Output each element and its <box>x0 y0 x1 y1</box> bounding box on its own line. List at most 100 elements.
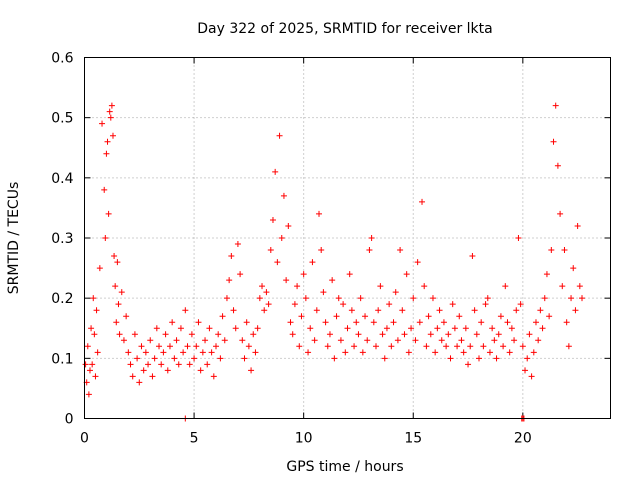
data-point <box>557 210 564 217</box>
data-point <box>259 283 266 290</box>
data-point <box>213 343 219 350</box>
data-point <box>156 343 163 350</box>
data-point <box>526 331 533 338</box>
data-point <box>482 301 489 308</box>
data-point <box>500 343 507 350</box>
data-point <box>278 235 285 241</box>
data-point <box>177 325 184 332</box>
data-point <box>318 247 325 254</box>
data-point <box>377 283 384 290</box>
data-point <box>368 235 375 241</box>
data-point <box>120 337 127 344</box>
data-point <box>419 198 426 205</box>
data-point <box>454 343 461 350</box>
y-tick-label: 0.5 <box>51 111 73 127</box>
data-point <box>291 301 298 308</box>
data-point <box>348 307 355 314</box>
data-point <box>175 361 182 368</box>
data-point <box>221 337 228 344</box>
data-point <box>432 349 439 356</box>
data-point <box>331 355 338 362</box>
data-point <box>261 307 268 314</box>
data-point <box>267 247 274 254</box>
data-point <box>285 222 292 229</box>
data-point <box>383 325 390 332</box>
data-point <box>302 295 309 302</box>
data-point <box>392 289 399 296</box>
data-point <box>532 319 539 326</box>
data-point <box>326 331 333 338</box>
data-point <box>357 295 364 302</box>
data-point <box>427 331 434 338</box>
data-point <box>287 319 294 326</box>
data-point <box>572 307 579 314</box>
tick-labels: 0 0.1 0.2 0.3 0.4 0.5 0.6 0 5 10 15 20 <box>51 51 532 447</box>
data-point <box>397 247 404 254</box>
data-point <box>403 271 410 278</box>
data-point <box>147 337 154 344</box>
data-point <box>85 391 92 398</box>
data-point <box>388 343 395 350</box>
data-point <box>423 343 430 350</box>
data-point <box>239 337 246 344</box>
y-axis-label: SRMTID / TECUs <box>6 182 22 295</box>
data-point <box>445 331 452 338</box>
data-point <box>169 319 176 326</box>
data-point <box>92 373 99 380</box>
data-point <box>497 313 504 320</box>
data-point <box>346 271 353 278</box>
data-point <box>166 343 173 350</box>
data-point <box>502 283 509 290</box>
data-point <box>484 295 491 302</box>
data-point <box>443 343 450 350</box>
data-point <box>333 313 340 320</box>
data-point <box>506 349 513 356</box>
data-point <box>425 313 432 320</box>
data-point <box>434 325 441 332</box>
data-point <box>307 325 314 332</box>
data-point <box>372 343 379 350</box>
plot-frame <box>84 57 611 419</box>
data-point <box>543 271 550 278</box>
data-point <box>574 222 581 229</box>
data-point <box>96 265 103 272</box>
data-point <box>93 307 100 314</box>
data-point <box>552 102 559 109</box>
data-point <box>199 349 206 356</box>
data-point <box>440 319 447 326</box>
data-point <box>237 271 244 278</box>
data-point <box>102 235 109 241</box>
data-point <box>269 216 276 223</box>
data-point <box>495 331 502 338</box>
data-point <box>467 343 474 350</box>
y-tick-label: 0.1 <box>51 351 73 367</box>
data-point <box>436 307 443 314</box>
data-point <box>519 343 526 350</box>
data-point <box>173 337 180 344</box>
data-point <box>109 132 116 139</box>
data-point <box>342 349 349 356</box>
data-point <box>550 138 557 145</box>
data-point <box>105 210 112 217</box>
data-point <box>111 253 118 260</box>
x-tick-label: 0 <box>80 431 89 447</box>
data-point <box>329 277 336 284</box>
data-point <box>316 210 323 217</box>
data-point <box>322 319 329 326</box>
data-point <box>305 349 312 356</box>
data-point <box>89 361 96 368</box>
data-point <box>458 337 465 344</box>
data-point <box>478 319 485 326</box>
data-point <box>276 132 283 139</box>
data-point <box>112 283 119 290</box>
data-point <box>250 331 257 338</box>
data-point <box>320 289 327 296</box>
data-point <box>541 295 548 302</box>
data-point <box>462 325 469 332</box>
data-point <box>113 319 120 326</box>
data-point <box>390 319 397 326</box>
data-point <box>215 331 222 338</box>
data-point <box>530 349 537 356</box>
data-point <box>394 337 401 344</box>
data-point <box>136 379 143 386</box>
